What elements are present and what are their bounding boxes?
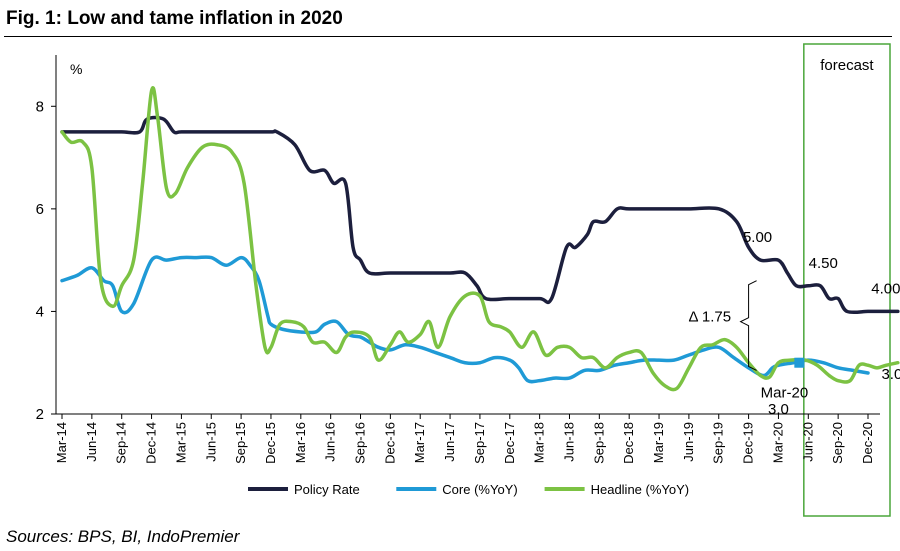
x-tick-label: Jun-16 — [323, 422, 338, 462]
x-tick-label: Jun-20 — [800, 422, 815, 462]
data-label: 3.0 — [768, 401, 789, 418]
data-label: 4.50 — [809, 255, 838, 272]
data-label: Mar-20 — [761, 385, 809, 402]
x-tick-label: Jun-14 — [84, 422, 99, 462]
x-tick-label: Dec-15 — [263, 422, 278, 464]
x-tick-label: Jun-19 — [681, 422, 696, 462]
data-label: 5.00 — [743, 229, 772, 246]
legend-label: Core (%YoY) — [442, 482, 517, 497]
delta-bracket — [739, 280, 757, 371]
x-tick-label: Dec-18 — [621, 422, 636, 464]
x-tick-label: Dec-16 — [382, 422, 397, 464]
y-tick-label: 6 — [36, 201, 44, 218]
series-line-headline-yoy — [60, 86, 900, 392]
x-tick-label: Mar-14 — [54, 422, 69, 463]
x-tick-label: Jun-17 — [442, 422, 457, 462]
y-tick-label: 8 — [36, 98, 44, 115]
x-tick-label: Dec-14 — [144, 422, 159, 464]
x-tick-label: Sep-17 — [472, 422, 487, 464]
x-tick-label: Jun-18 — [561, 422, 576, 462]
legend-label: Policy Rate — [294, 482, 360, 497]
x-tick-label: Sep-19 — [711, 422, 726, 464]
legend-label: Headline (%YoY) — [591, 482, 690, 497]
inflation-chart: forecast% 2 4 6 8 Mar-14 Jun-14 Sep-14 Dec-14 Mar… — [36, 43, 900, 517]
x-tick-label: Jun-15 — [203, 422, 218, 462]
data-label: Δ 1.75 — [689, 309, 732, 326]
x-tick-label: Dec-19 — [741, 422, 756, 464]
x-tick-label: Mar-17 — [412, 422, 427, 463]
series-layer — [60, 86, 900, 392]
figure-title: Fig. 1: Low and tame inflation in 2020 — [6, 8, 343, 29]
y-tick-label: 2 — [36, 406, 44, 423]
forecast-box — [803, 43, 891, 517]
x-tick-label: Mar-19 — [651, 422, 666, 463]
data-point-marker — [794, 357, 805, 368]
data-label: 3.0 — [881, 366, 900, 383]
y-axis-unit: % — [70, 61, 82, 77]
x-tick-label: Mar-16 — [293, 422, 308, 463]
x-tick-label: Dec-20 — [860, 422, 875, 464]
x-tick-label: Mar-20 — [770, 422, 785, 463]
forecast-label: forecast — [820, 57, 874, 74]
title-rule — [4, 36, 892, 37]
x-tick-label: Sep-15 — [233, 422, 248, 464]
x-tick-label: Sep-18 — [591, 422, 606, 464]
x-tick-label: Mar-18 — [532, 422, 547, 463]
x-tick-label: Sep-16 — [353, 422, 368, 464]
source-note: Sources: BPS, BI, IndoPremier — [6, 527, 240, 546]
x-tick-label: Sep-14 — [114, 422, 129, 464]
y-tick-label: 4 — [36, 303, 44, 320]
axes-group: forecast% 2 4 6 8 Mar-14 Jun-14 Sep-14 Dec-14 Mar… — [36, 43, 891, 517]
x-tick-label: Mar-15 — [173, 422, 188, 463]
x-tick-label: Sep-20 — [830, 422, 845, 464]
series-line-core-yoy — [60, 255, 870, 384]
series-line-policy-rate — [60, 115, 900, 315]
data-label: 4.00 — [871, 280, 900, 297]
legend: Policy Rate Core (%YoY) Headline (%YoY) — [248, 482, 689, 497]
x-tick-label: Dec-17 — [502, 422, 517, 464]
